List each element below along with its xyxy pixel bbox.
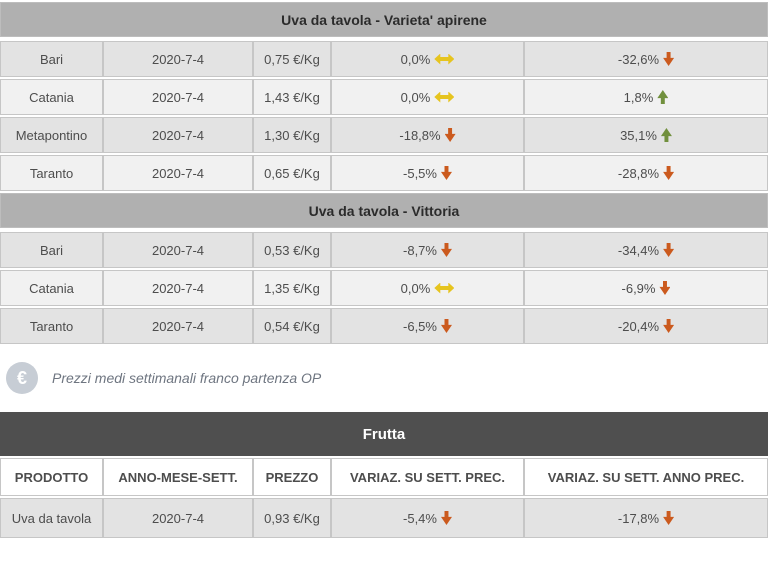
column-header-prezzo: PREZZO: [253, 458, 331, 496]
week-variation-cell: -5,4%: [331, 498, 524, 538]
week-variation-cell: 0,0%: [331, 270, 524, 306]
euro-glyph: €: [16, 367, 27, 388]
column-header-anno-mese-sett: ANNO-MESE-SETT.: [103, 458, 253, 496]
price-cell: 1,43 €/Kg: [253, 79, 331, 115]
price-cell: 0,53 €/Kg: [253, 232, 331, 268]
market-cell: Bari: [0, 232, 103, 268]
trend-arrow-icon: [663, 52, 675, 66]
date-cell: 2020-7-4: [103, 232, 253, 268]
year-variation-value: -32,6%: [617, 51, 660, 67]
week-variation-cell: -5,5%: [331, 155, 524, 191]
note-text: Prezzi medi settimanali franco partenza …: [52, 370, 322, 386]
table-row: Catania 2020-7-4 1,35 €/Kg 0,0% -6,9%: [0, 270, 768, 306]
week-variation-cell: -18,8%: [331, 117, 524, 153]
price-note: € Prezzi medi settimanali franco partenz…: [6, 362, 768, 394]
trend-arrow-icon: [663, 243, 675, 257]
price-cell: 1,35 €/Kg: [253, 270, 331, 306]
year-variation-cell: -6,9%: [524, 270, 768, 306]
date-cell: 2020-7-4: [103, 270, 253, 306]
frutta-table: Frutta PRODOTTO ANNO-MESE-SETT. PREZZO V…: [0, 412, 768, 538]
price-cell: 1,30 €/Kg: [253, 117, 331, 153]
week-variation-cell: -6,5%: [331, 308, 524, 344]
price-cell: 0,54 €/Kg: [253, 308, 331, 344]
frutta-table-title: Frutta: [0, 412, 768, 456]
week-variation-value: 0,0%: [400, 280, 431, 296]
euro-icon: €: [6, 362, 38, 394]
column-header-prodotto: PRODOTTO: [0, 458, 103, 496]
product-cell: Uva da tavola: [0, 498, 103, 538]
year-variation-value: 1,8%: [623, 89, 654, 105]
week-variation-value: -6,5%: [403, 318, 437, 334]
date-cell: 2020-7-4: [103, 41, 253, 77]
table-row: Taranto 2020-7-4 0,54 €/Kg -6,5% -20,4%: [0, 308, 768, 344]
week-variation-value: -8,7%: [403, 242, 437, 258]
price-table: Uva da tavola - Varieta' apirene Bari 20…: [0, 2, 768, 344]
week-variation-value: 0,0%: [400, 51, 431, 67]
trend-arrow-icon: [440, 243, 452, 257]
year-variation-value: 35,1%: [620, 127, 657, 143]
trend-arrow-icon: [434, 53, 455, 65]
year-variation-cell: -28,8%: [524, 155, 768, 191]
trend-arrow-icon: [663, 166, 675, 180]
week-variation-cell: 0,0%: [331, 79, 524, 115]
year-variation-cell: 1,8%: [524, 79, 768, 115]
year-variation-value: -34,4%: [617, 242, 660, 258]
table-row: Uva da tavola 2020-7-4 0,93 €/Kg -5,4% -…: [0, 498, 768, 538]
column-header-variaz-anno-prec: VARIAZ. SU SETT. ANNO PREC.: [524, 458, 768, 496]
trend-arrow-icon: [434, 282, 455, 294]
section-title-apirene: Uva da tavola - Varieta' apirene: [0, 2, 768, 37]
trend-arrow-icon: [663, 319, 675, 333]
trend-arrow-icon: [660, 128, 672, 142]
section-title-vittoria: Uva da tavola - Vittoria: [0, 193, 768, 228]
date-cell: 2020-7-4: [103, 498, 253, 538]
frutta-header-row: PRODOTTO ANNO-MESE-SETT. PREZZO VARIAZ. …: [0, 458, 768, 496]
week-variation-value: -5,4%: [403, 510, 437, 526]
week-variation-value: 0,0%: [400, 89, 431, 105]
trend-arrow-icon: [659, 281, 671, 295]
market-cell: Taranto: [0, 308, 103, 344]
market-cell: Taranto: [0, 155, 103, 191]
date-cell: 2020-7-4: [103, 79, 253, 115]
trend-arrow-icon: [440, 511, 452, 525]
trend-arrow-icon: [440, 319, 452, 333]
year-variation-cell: -32,6%: [524, 41, 768, 77]
market-cell: Catania: [0, 79, 103, 115]
trend-arrow-icon: [444, 128, 456, 142]
year-variation-value: -17,8%: [617, 510, 660, 526]
price-cell: 0,65 €/Kg: [253, 155, 331, 191]
market-cell: Bari: [0, 41, 103, 77]
week-variation-cell: 0,0%: [331, 41, 524, 77]
week-variation-value: -5,5%: [403, 165, 437, 181]
price-cell: 0,75 €/Kg: [253, 41, 331, 77]
year-variation-value: -6,9%: [621, 280, 656, 296]
table-row: Bari 2020-7-4 0,75 €/Kg 0,0% -32,6%: [0, 41, 768, 77]
market-cell: Metapontino: [0, 117, 103, 153]
date-cell: 2020-7-4: [103, 117, 253, 153]
week-variation-cell: -8,7%: [331, 232, 524, 268]
year-variation-value: -28,8%: [617, 165, 660, 181]
year-variation-cell: -20,4%: [524, 308, 768, 344]
trend-arrow-icon: [440, 166, 452, 180]
market-cell: Catania: [0, 270, 103, 306]
trend-arrow-icon: [657, 90, 669, 104]
date-cell: 2020-7-4: [103, 155, 253, 191]
week-variation-value: -18,8%: [399, 127, 441, 143]
trend-arrow-icon: [663, 511, 675, 525]
year-variation-cell: 35,1%: [524, 117, 768, 153]
table-row: Bari 2020-7-4 0,53 €/Kg -8,7% -34,4%: [0, 232, 768, 268]
year-variation-cell: -34,4%: [524, 232, 768, 268]
table-row: Metapontino 2020-7-4 1,30 €/Kg -18,8% 35…: [0, 117, 768, 153]
trend-arrow-icon: [434, 91, 455, 103]
year-variation-cell: -17,8%: [524, 498, 768, 538]
date-cell: 2020-7-4: [103, 308, 253, 344]
table-row: Catania 2020-7-4 1,43 €/Kg 0,0% 1,8%: [0, 79, 768, 115]
column-header-variaz-sett-prec: VARIAZ. SU SETT. PREC.: [331, 458, 524, 496]
year-variation-value: -20,4%: [617, 318, 660, 334]
table-row: Taranto 2020-7-4 0,65 €/Kg -5,5% -28,8%: [0, 155, 768, 191]
price-cell: 0,93 €/Kg: [253, 498, 331, 538]
